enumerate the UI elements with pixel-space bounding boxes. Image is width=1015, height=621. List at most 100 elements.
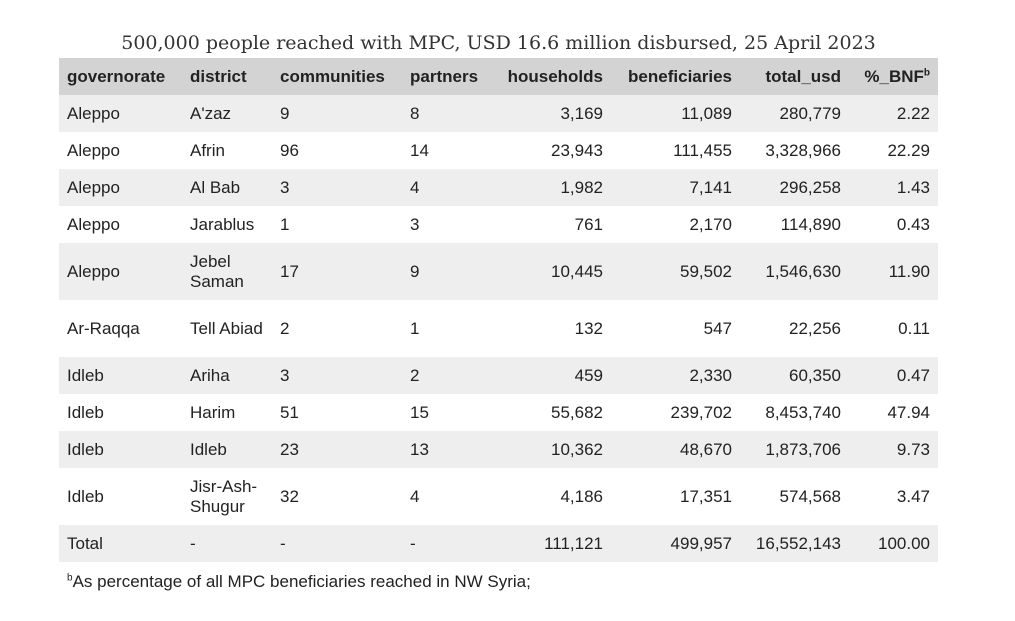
cell-partners: 2: [402, 357, 492, 394]
cell-partners: 14: [410, 140, 429, 160]
cell-beneficiaries: 59,502: [611, 243, 740, 300]
cell-beneficiaries: 2,170: [689, 214, 732, 234]
cell-total-usd: 296,258: [740, 169, 849, 206]
table-title: 500,000 people reached with MPC, USD 16.…: [121, 32, 876, 54]
cell-pct-bnf: 0.43: [896, 214, 930, 234]
col-header-governorate: governorate: [59, 58, 182, 95]
table-row: Idleb Idleb 23 13 10,362 48,670 1,873,706 9.73: [59, 431, 938, 468]
cell-pct-bnf: 11.90: [849, 243, 938, 300]
cell-governorate: Aleppo: [59, 243, 182, 300]
col-header-pct-bnf-label: %_BNF: [864, 66, 924, 86]
cell-partners: 4: [402, 169, 492, 206]
cell-pct-bnf: 3.47: [896, 486, 930, 506]
cell-district: Ariha: [182, 357, 272, 394]
footnote-marker: b: [923, 66, 930, 78]
cell-communities: 23: [272, 431, 402, 468]
cell-beneficiaries: 48,670: [611, 431, 740, 468]
cell-district: Tell Abiad: [190, 318, 263, 338]
cell-households: 3,169: [492, 95, 611, 132]
cell-district: Jisr-Ash-Shugur: [190, 476, 258, 516]
cell-households: 4,186: [560, 486, 603, 506]
cell-governorate: Idleb: [59, 431, 182, 468]
cell-pct-bnf: 9.73: [849, 431, 938, 468]
cell-beneficiaries: 239,702: [670, 402, 732, 422]
cell-pct-bnf: 0.47: [849, 357, 938, 394]
cell-households: 459: [492, 357, 611, 394]
cell-communities: 32: [280, 486, 299, 506]
cell-governorate: Ar-Raqqa: [67, 318, 140, 338]
cell-beneficiaries: 547: [703, 318, 732, 338]
cell-district: A'zaz: [182, 95, 272, 132]
cell-partners: 1: [410, 318, 420, 338]
cell-governorate: Aleppo: [67, 140, 120, 160]
table-row: Aleppo Jebel Saman 17 9 10,445 59,502 1,546,63…: [59, 243, 938, 300]
cell-pct-bnf: 2.22: [849, 95, 938, 132]
cell-communities: 1: [280, 214, 290, 234]
cell-households: 1,982: [492, 169, 611, 206]
cell-partners: 4: [410, 486, 420, 506]
cell-governorate: Aleppo: [59, 95, 182, 132]
cell-district: Afrin: [190, 140, 225, 160]
mpc-table: governorate district communities partner…: [59, 58, 938, 562]
cell-households: 761: [574, 214, 603, 234]
cell-households: 23,943: [551, 140, 603, 160]
cell-communities: 3: [272, 169, 402, 206]
table-row: Idleb Jisr-Ash-Shugur 32 4 4,186 17,351 574,56…: [59, 468, 938, 525]
cell-communities: 9: [272, 95, 402, 132]
table-footnote: bAs percentage of all MPC beneficiaries …: [67, 572, 531, 592]
header-row: governorate district communities partner…: [59, 58, 938, 95]
col-header-pct-bnf: %_BNFb: [849, 58, 938, 95]
cell-households: 132: [574, 318, 603, 338]
cell-total-usd: 16,552,143: [740, 525, 849, 562]
cell-pct-bnf: 100.00: [849, 525, 938, 562]
table-row: Aleppo Al Bab 3 4 1,982 7,141 296,258 1.43: [59, 169, 938, 206]
col-header-beneficiaries: beneficiaries: [611, 58, 740, 95]
footnote-text: As percentage of all MPC beneficiaries r…: [72, 572, 531, 591]
cell-total-usd: 8,453,740: [765, 402, 841, 422]
cell-pct-bnf: 1.43: [849, 169, 938, 206]
cell-governorate: Idleb: [59, 357, 182, 394]
cell-pct-bnf: 22.29: [887, 140, 930, 160]
cell-partners: 3: [410, 214, 420, 234]
cell-beneficiaries: 2,330: [611, 357, 740, 394]
table-row: Idleb Ariha 3 2 459 2,330 60,350 0.47: [59, 357, 938, 394]
cell-beneficiaries: 11,089: [611, 95, 740, 132]
table-row: Ar-Raqqa Tell Abiad 2 1 132 547 22,256 0.11: [59, 300, 938, 357]
cell-households: 111,121: [492, 525, 611, 562]
cell-governorate: Aleppo: [59, 169, 182, 206]
cell-district: Jarablus: [190, 214, 255, 234]
col-header-communities: communities: [272, 58, 402, 95]
cell-district: Idleb: [182, 431, 272, 468]
cell-total-usd: 22,256: [789, 318, 841, 338]
table-row: Aleppo Jarablus 1 3 761 2,170 114,890 0.43: [59, 206, 938, 243]
col-header-district: district: [182, 58, 272, 95]
cell-total-usd: 1,546,630: [740, 243, 849, 300]
cell-communities: 51: [280, 402, 299, 422]
cell-total-usd: 280,779: [740, 95, 849, 132]
cell-communities: 2: [280, 318, 290, 338]
cell-total-usd: 1,873,706: [740, 431, 849, 468]
cell-communities: 17: [272, 243, 402, 300]
col-header-households: households: [492, 58, 611, 95]
cell-governorate: Idleb: [67, 486, 104, 506]
cell-households: 10,362: [492, 431, 611, 468]
footnote-marker: b: [67, 572, 73, 584]
cell-district: Harim: [190, 402, 236, 422]
total-row: Total - - -111,121 499,957 16,552,143 100.00: [59, 525, 938, 562]
cell-district: -: [182, 525, 272, 562]
cell-pct-bnf: 47.94: [887, 402, 930, 422]
col-header-partners: partners: [402, 58, 492, 95]
cell-beneficiaries: 17,351: [680, 486, 732, 506]
cell-partners: 8: [402, 95, 492, 132]
cell-households: 10,445: [492, 243, 611, 300]
cell-communities: 3: [272, 357, 402, 394]
cell-beneficiaries: 499,957: [611, 525, 740, 562]
cell-partners: 13: [402, 431, 492, 468]
cell-beneficiaries: 7,141: [611, 169, 740, 206]
cell-partners: 9: [402, 243, 492, 300]
cell-pct-bnf: 0.11: [898, 318, 930, 338]
cell-governorate: Total: [59, 525, 182, 562]
cell-total-usd: 3,328,966: [765, 140, 841, 160]
table-row: Aleppo Afrin 96 14 23,943 111,455 3,328,966 22.…: [59, 132, 938, 169]
cell-households: 55,682: [551, 402, 603, 422]
